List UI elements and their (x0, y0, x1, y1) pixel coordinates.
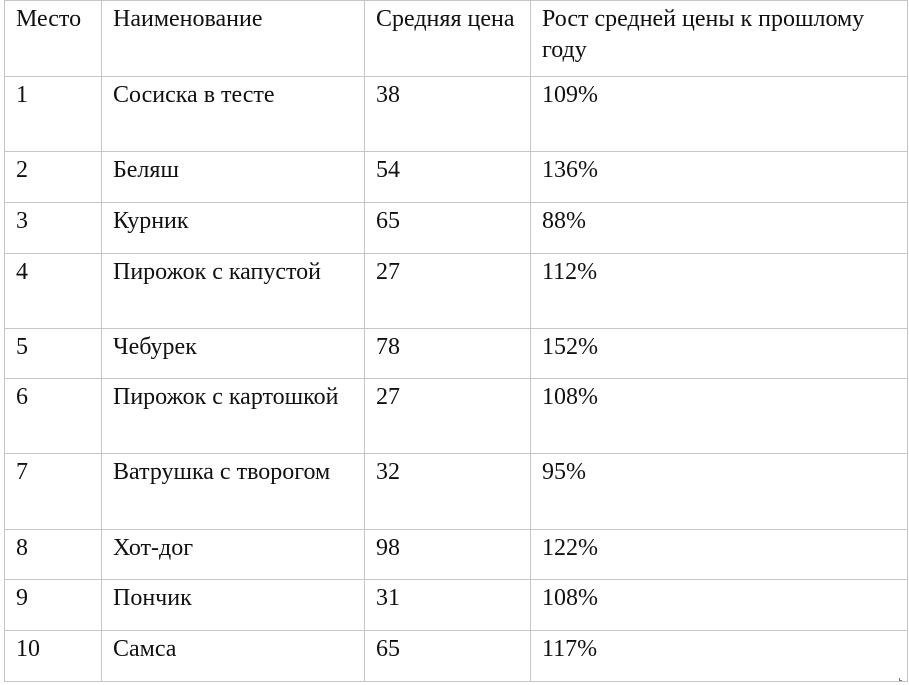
cell-growth: 88% (530, 202, 908, 254)
table-row: 5 Чебурек 78 152% (4, 328, 908, 379)
cell-name: Беляш (101, 151, 365, 203)
cell-price: 27 (364, 378, 531, 454)
cell-growth: 112% (530, 253, 908, 329)
header-growth: Рост средней цены к прошлому году (530, 0, 908, 77)
cell-price: 31 (364, 579, 531, 631)
cell-name: Чебурек (101, 328, 365, 379)
table-row: 7 Ватрушка с творогом 32 95% (4, 453, 908, 530)
table-row: 10 Самса 65 117% (4, 630, 908, 682)
cell-name: Пирожок с капустой (101, 253, 365, 329)
paragraph-end-mark (899, 678, 902, 681)
cell-place: 6 (4, 378, 102, 454)
cell-growth: 109% (530, 76, 908, 152)
header-price: Средняя цена (364, 0, 531, 77)
cell-name: Хот-дог (101, 529, 365, 580)
cell-name: Пирожок с картошкой (101, 378, 365, 454)
price-table: Место Наименование Средняя цена Рост сре… (4, 0, 908, 682)
cell-price: 65 (364, 630, 531, 682)
cell-price: 54 (364, 151, 531, 203)
cell-price: 32 (364, 453, 531, 530)
cell-name: Самса (101, 630, 365, 682)
cell-growth: 95% (530, 453, 908, 530)
cell-price: 65 (364, 202, 531, 254)
table-row: 8 Хот-дог 98 122% (4, 529, 908, 580)
cell-price: 98 (364, 529, 531, 580)
cell-place: 8 (4, 529, 102, 580)
table-row: 3 Курник 65 88% (4, 202, 908, 254)
cell-growth: 108% (530, 579, 908, 631)
table-row: 9 Пончик 31 108% (4, 579, 908, 631)
table-row: 4 Пирожок с капустой 27 112% (4, 253, 908, 329)
cell-place: 3 (4, 202, 102, 254)
cell-name: Ватрушка с творогом (101, 453, 365, 530)
cell-growth: 122% (530, 529, 908, 580)
cell-place: 10 (4, 630, 102, 682)
cell-price: 38 (364, 76, 531, 152)
cell-name: Курник (101, 202, 365, 254)
cell-growth: 136% (530, 151, 908, 203)
cell-place: 2 (4, 151, 102, 203)
cell-place: 4 (4, 253, 102, 329)
cell-place: 5 (4, 328, 102, 379)
cell-growth: 108% (530, 378, 908, 454)
cell-name: Сосиска в тесте (101, 76, 365, 152)
table-row: 6 Пирожок с картошкой 27 108% (4, 378, 908, 454)
header-place: Место (4, 0, 102, 77)
cell-place: 1 (4, 76, 102, 152)
cell-place: 9 (4, 579, 102, 631)
table-row: 2 Беляш 54 136% (4, 151, 908, 203)
cell-price: 78 (364, 328, 531, 379)
cell-place: 7 (4, 453, 102, 530)
cell-growth: 152% (530, 328, 908, 379)
cell-price: 27 (364, 253, 531, 329)
cell-name: Пончик (101, 579, 365, 631)
table-row: 1 Сосиска в тесте 38 109% (4, 76, 908, 152)
table-header-row: Место Наименование Средняя цена Рост сре… (4, 0, 908, 77)
header-name: Наименование (101, 0, 365, 77)
cell-growth: 117% (530, 630, 908, 682)
